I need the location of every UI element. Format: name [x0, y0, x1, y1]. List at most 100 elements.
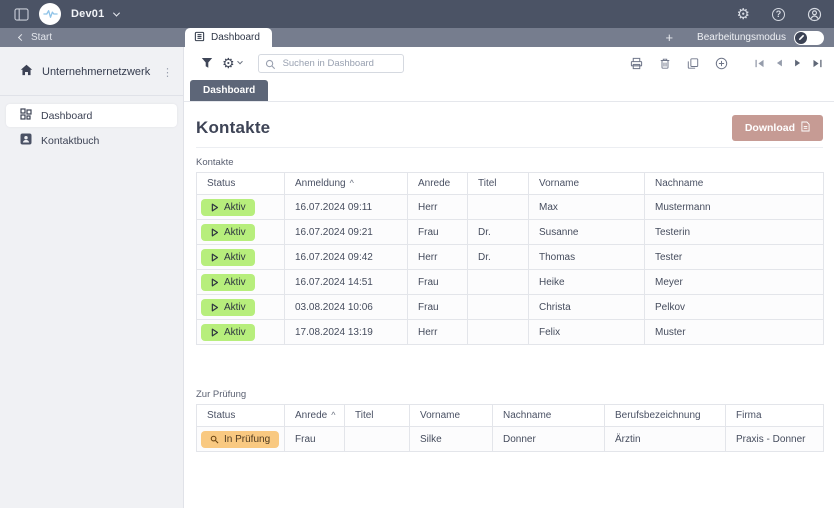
column-header[interactable]: Nachname — [644, 172, 824, 195]
cell: Praxis - Donner — [725, 426, 824, 452]
cell — [344, 426, 410, 452]
status-label: Aktiv — [224, 251, 246, 263]
column-header-label: Nachname — [503, 410, 552, 421]
play-icon — [210, 303, 219, 312]
cell: 03.08.2024 10:06 — [284, 294, 408, 320]
copy-icon[interactable] — [687, 57, 699, 70]
magnifier-icon — [210, 435, 219, 444]
column-header[interactable]: Firma — [725, 404, 824, 427]
table-row[interactable]: Aktiv 16.07.2024 09:42 Herr Dr. Thomas Tester — [196, 244, 824, 270]
delete-icon[interactable] — [659, 57, 671, 70]
status-label: Aktiv — [224, 301, 246, 313]
add-tab-button[interactable]: + — [665, 30, 674, 45]
table-row[interactable]: Aktiv 16.07.2024 09:11 Herr Max Mustermann — [196, 194, 824, 220]
grid-icon — [20, 108, 32, 123]
column-header[interactable]: Anrede ^ — [284, 404, 345, 427]
cell — [467, 269, 529, 295]
tab-bar: Start Dashboard + Bearbeitungsmodus — [0, 28, 834, 47]
back-label: Start — [31, 32, 53, 43]
main-area: ⚙ — [184, 47, 834, 508]
column-header[interactable]: Anmeldung ^ — [284, 172, 408, 195]
cell: Frau — [407, 219, 468, 245]
status-cell: Aktiv — [196, 294, 285, 320]
user-profile-icon[interactable] — [807, 7, 822, 22]
cell: Tester — [644, 244, 824, 270]
network-label: Unternehmernetzwerk — [42, 66, 151, 78]
search-input[interactable] — [257, 54, 404, 73]
previous-page-icon[interactable] — [774, 58, 784, 68]
back-to-start[interactable]: Start — [0, 28, 184, 47]
chevron-down-icon[interactable] — [113, 9, 121, 17]
last-page-icon[interactable] — [812, 58, 823, 69]
table-row[interactable]: Aktiv 03.08.2024 10:06 Frau Christa Pelkov — [196, 294, 824, 320]
column-header[interactable]: Anrede — [407, 172, 468, 195]
document-icon — [194, 31, 205, 45]
data-table: Status Anrede ^ Titel Vorname Nachname Berufsb… — [196, 404, 824, 452]
sidebar-toggle-icon[interactable] — [14, 7, 29, 21]
sidebar: Unternehmernetzwerk ⋮ Dashboard Kontak — [0, 47, 184, 508]
app-shell: Unternehmernetzwerk ⋮ Dashboard Kontak — [0, 47, 834, 508]
cell: Frau — [407, 294, 468, 320]
status-cell: Aktiv — [196, 319, 285, 345]
status-label: Aktiv — [224, 201, 246, 213]
sidebar-item-label: Dashboard — [41, 109, 93, 122]
filter-icon[interactable] — [198, 57, 216, 69]
cell: 16.07.2024 09:21 — [284, 219, 408, 245]
column-header[interactable]: Nachname — [492, 404, 605, 427]
table-row[interactable]: Aktiv 17.08.2024 13:19 Herr Felix Muster — [196, 319, 824, 345]
cell: Herr — [407, 319, 468, 345]
first-page-icon[interactable] — [754, 58, 765, 69]
network-row[interactable]: Unternehmernetzwerk ⋮ — [0, 61, 183, 83]
table-settings-gear-icon[interactable]: ⚙ — [222, 56, 243, 70]
kebab-menu-icon[interactable]: ⋮ — [162, 66, 173, 79]
cell: Max — [528, 194, 645, 220]
table-row[interactable]: In Prüfung Frau Silke Donner Ärztin Praxis - … — [196, 426, 824, 452]
column-header[interactable]: Berufsbezeichnung — [604, 404, 726, 427]
cell: Ärztin — [604, 426, 726, 452]
add-circle-icon[interactable] — [715, 57, 728, 70]
cell — [467, 319, 529, 345]
cell: Muster — [644, 319, 824, 345]
column-header[interactable]: Status — [196, 172, 285, 195]
status-label: In Prüfung — [224, 433, 271, 445]
kontakte-table-container: Status Anmeldung ^ Anrede Titel Vorname Nachna… — [196, 172, 824, 345]
home-icon — [20, 63, 33, 81]
status-label: Aktiv — [224, 276, 246, 288]
column-header-label: Status — [207, 178, 236, 189]
status-badge: Aktiv — [201, 198, 255, 216]
workspace-logo[interactable] — [39, 3, 61, 25]
settings-gear-icon[interactable]: ⚙ — [736, 5, 750, 23]
zur-pruefung-table-container: Status Anrede ^ Titel Vorname Nachname Berufsb… — [196, 404, 824, 452]
column-header[interactable]: Titel — [467, 172, 529, 195]
tab-dashboard[interactable]: Dashboard — [185, 28, 272, 47]
cell: Dr. — [467, 244, 529, 270]
help-icon[interactable]: ? — [772, 7, 785, 21]
dashboard-chip[interactable]: Dashboard — [190, 80, 269, 101]
edit-mode-toggle[interactable] — [794, 30, 824, 45]
play-icon — [210, 278, 219, 287]
table-row[interactable]: Aktiv 16.07.2024 09:21 Frau Dr. Susanne Teste… — [196, 219, 824, 245]
sidebar-item-dashboard[interactable]: Dashboard — [6, 104, 177, 127]
sort-asc-icon: ^ — [331, 410, 336, 420]
column-header[interactable]: Status — [196, 404, 285, 427]
workspace-name[interactable]: Dev01 — [71, 8, 105, 20]
sidebar-item-kontaktbuch[interactable]: Kontaktbuch — [6, 129, 177, 152]
cell: Susanne — [528, 219, 645, 245]
status-badge: Aktiv — [201, 223, 255, 241]
cell: Silke — [409, 426, 493, 452]
tabbar-spacer — [272, 28, 656, 47]
table-row[interactable]: Aktiv 16.07.2024 14:51 Frau Heike Meyer — [196, 269, 824, 295]
chevron-down-icon — [236, 58, 243, 65]
table-label-kontakte: Kontakte — [196, 157, 234, 168]
column-header[interactable]: Titel — [344, 404, 410, 427]
column-header[interactable]: Vorname — [528, 172, 645, 195]
column-header[interactable]: Vorname — [409, 404, 493, 427]
status-label: Aktiv — [224, 326, 246, 338]
next-page-icon[interactable] — [793, 58, 803, 68]
download-button[interactable]: Download — [731, 115, 823, 141]
print-icon[interactable] — [630, 57, 643, 70]
status-badge: Aktiv — [201, 273, 255, 291]
column-header-label: Anrede — [295, 410, 328, 421]
cell: Herr — [407, 194, 468, 220]
pen-icon — [795, 31, 807, 44]
